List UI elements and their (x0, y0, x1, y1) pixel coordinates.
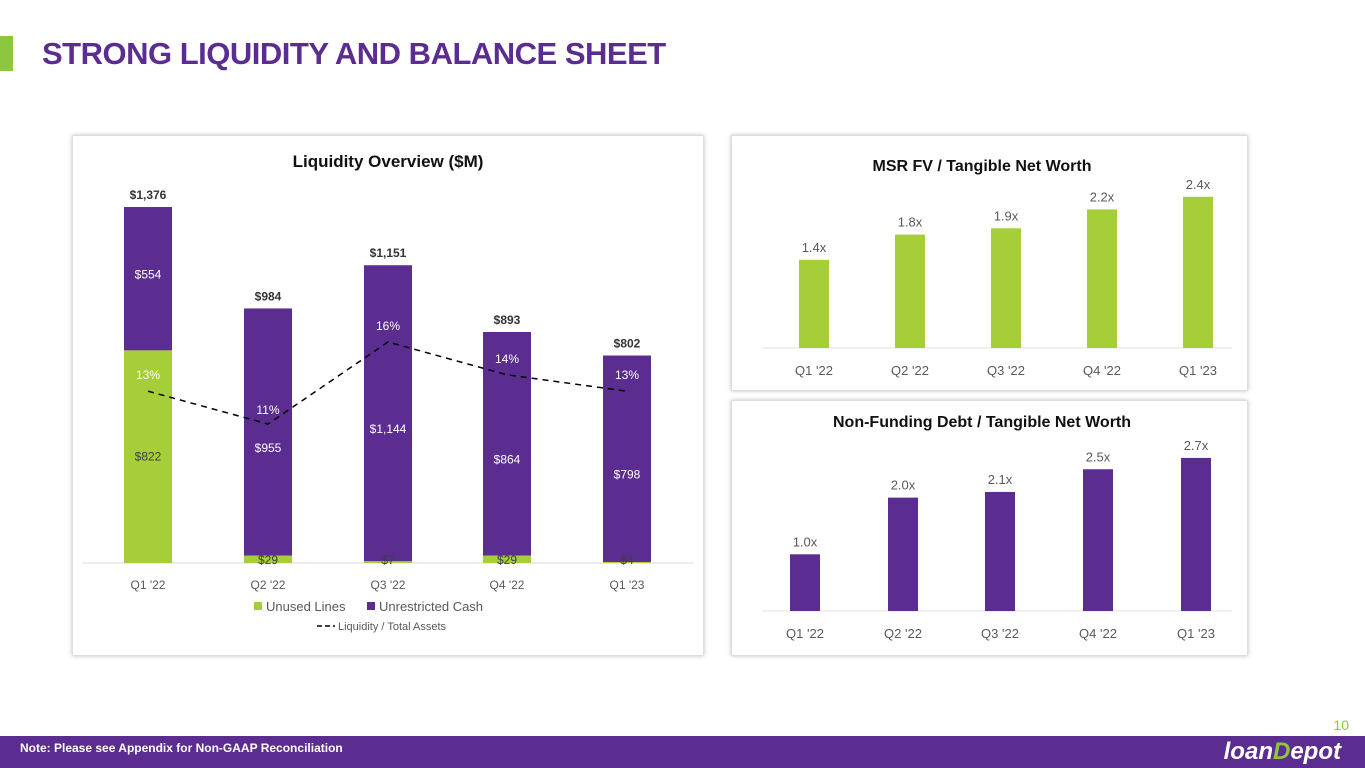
x-tick-label: Q1 '22 (795, 363, 833, 378)
legend-liquidity-ratio: Liquidity / Total Assets (338, 621, 447, 633)
data-label: 1.9x (994, 208, 1019, 223)
x-tick-label: Q1 '23 (1179, 363, 1217, 378)
x-tick-label: Q2 '22 (251, 578, 286, 592)
data-label: 2.0x (891, 478, 916, 493)
cash-label: $554 (135, 268, 162, 282)
bar (1183, 196, 1213, 348)
chart-title: Non-Funding Debt / Tangible Net Worth (833, 414, 1131, 431)
footer-note: Note: Please see Appendix for Non-GAAP R… (20, 741, 343, 755)
bar-unrestricted-cash (483, 331, 531, 556)
total-label: $984 (255, 289, 282, 303)
x-tick-label: Q4 '22 (490, 578, 525, 592)
loandepot-logo: loanDepot (1223, 738, 1341, 765)
data-label: 2.2x (1090, 189, 1115, 204)
debt-chart: Non-Funding Debt / Tangible Net Worth 1.0… (762, 414, 1232, 641)
bar-unused-lines (244, 555, 292, 563)
data-label: 1.8x (898, 215, 923, 230)
x-tick-label: Q3 '22 (371, 578, 406, 592)
legend-unused-lines: Unused Lines (266, 599, 346, 614)
unused-label: $29 (258, 553, 278, 567)
chart-title: Liquidity Overview ($M) (293, 152, 484, 171)
data-label: 2.1x (988, 472, 1013, 487)
bar-unused-lines (364, 561, 412, 563)
total-label: $1,151 (370, 246, 407, 260)
x-tick-label: Q1 '22 (786, 626, 824, 641)
total-label: $802 (614, 337, 641, 351)
bar (799, 259, 829, 348)
page-title: STRONG LIQUIDITY AND BALANCE SHEET (42, 36, 666, 71)
x-tick-label: Q1 '23 (610, 578, 645, 592)
bar-unused-lines (124, 350, 172, 563)
ratio-label: 14% (495, 352, 519, 366)
bar-unrestricted-cash (124, 207, 172, 351)
liquidity-chart: Liquidity Overview ($M) $1,376 $554 $822 Q1 … (83, 152, 693, 633)
ratio-label: 13% (136, 368, 160, 382)
ratio-label: 16% (376, 319, 400, 333)
title-accent-bar (0, 36, 13, 71)
msr-chart: MSR FV / Tangible Net Worth 1.4x Q1 '22 1.8… (762, 158, 1232, 378)
total-label: $1,376 (130, 188, 167, 202)
x-tick-label: Q2 '22 (891, 363, 929, 378)
data-label: 1.0x (793, 534, 818, 549)
ratio-label: 11% (256, 403, 279, 417)
legend-swatch-unused-lines (254, 602, 262, 610)
legend-swatch-unrestricted-cash (367, 602, 375, 610)
unused-label: $7 (381, 553, 395, 567)
debt-chart-panel: Non-Funding Debt / Tangible Net Worth 1.0… (731, 400, 1248, 656)
bar (1181, 457, 1211, 611)
x-tick-label: Q4 '22 (1079, 626, 1117, 641)
x-tick-label: Q1 '23 (1177, 626, 1215, 641)
legend-unrestricted-cash: Unrestricted Cash (379, 599, 483, 614)
bar-unrestricted-cash (603, 355, 651, 562)
data-label: 2.4x (1186, 177, 1211, 192)
cash-label: $955 (255, 441, 282, 455)
x-tick-label: Q3 '22 (981, 626, 1019, 641)
chart-title: MSR FV / Tangible Net Worth (873, 158, 1092, 175)
bar (1087, 209, 1117, 348)
bar (991, 228, 1021, 348)
unused-label: $4 (620, 553, 634, 567)
data-label: 2.7x (1184, 438, 1209, 453)
bar-unrestricted-cash (364, 265, 412, 562)
bar (895, 234, 925, 348)
x-tick-label: Q3 '22 (987, 363, 1025, 378)
footer-bar (0, 736, 1365, 768)
cash-label: $864 (494, 453, 521, 467)
bar-unused-lines (603, 561, 651, 563)
data-label: 1.4x (802, 240, 827, 255)
page-number: 10 (1333, 717, 1349, 733)
cash-label: $1,144 (370, 422, 407, 436)
x-tick-label: Q1 '22 (131, 578, 166, 592)
liquidity-chart-panel: Liquidity Overview ($M) $1,376 $554 $822 Q1 … (72, 135, 704, 656)
bar-unused-lines (483, 555, 531, 563)
liquidity-ratio-line (147, 341, 628, 425)
total-label: $893 (494, 313, 521, 327)
cash-label: $798 (614, 468, 641, 482)
unused-label: $822 (135, 450, 162, 464)
bar (790, 554, 820, 611)
unused-label: $29 (497, 553, 517, 567)
x-tick-label: Q2 '22 (884, 626, 922, 641)
bar-unrestricted-cash (244, 308, 292, 556)
bar (985, 491, 1015, 611)
data-label: 2.5x (1086, 449, 1111, 464)
msr-chart-panel: MSR FV / Tangible Net Worth 1.4x Q1 '22 1.8… (731, 135, 1248, 391)
x-tick-label: Q4 '22 (1083, 363, 1121, 378)
bar (1083, 469, 1113, 611)
bar (888, 497, 918, 611)
ratio-label: 13% (615, 368, 639, 382)
